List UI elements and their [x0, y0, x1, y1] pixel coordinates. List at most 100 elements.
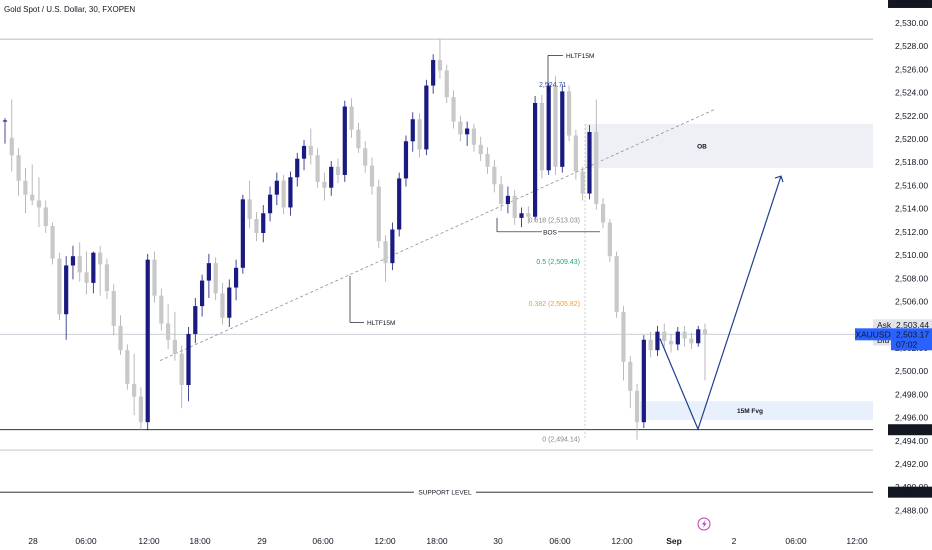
candle[interactable] [267, 186, 273, 222]
candle[interactable] [668, 333, 674, 353]
candle[interactable] [220, 282, 225, 325]
candle[interactable] [526, 206, 531, 224]
candle[interactable] [64, 256, 69, 340]
candle[interactable] [118, 315, 123, 355]
candle[interactable] [50, 222, 55, 265]
candle[interactable] [471, 123, 477, 152]
candle[interactable] [424, 79, 429, 156]
candle[interactable] [437, 39, 443, 79]
candle[interactable] [240, 194, 245, 274]
candle[interactable] [560, 84, 565, 173]
candle[interactable] [675, 327, 680, 351]
candle[interactable] [465, 121, 470, 146]
candle[interactable] [295, 152, 300, 187]
candle[interactable] [641, 335, 646, 428]
trendline[interactable] [159, 108, 717, 362]
projection-arrow[interactable] [659, 175, 782, 431]
candle[interactable] [329, 161, 334, 196]
candle[interactable] [2, 118, 8, 144]
candle[interactable] [104, 258, 110, 300]
candle[interactable] [342, 100, 347, 182]
candle[interactable] [553, 76, 558, 175]
candle[interactable] [621, 306, 626, 381]
candle[interactable] [702, 323, 708, 381]
candle[interactable] [98, 245, 103, 296]
candle[interactable] [519, 207, 524, 228]
candle[interactable] [301, 140, 307, 171]
candle[interactable] [594, 99, 599, 210]
candle[interactable] [383, 235, 388, 282]
candle[interactable] [403, 135, 409, 187]
candle[interactable] [546, 83, 551, 175]
candle[interactable] [390, 222, 395, 271]
candle[interactable] [315, 148, 320, 188]
candle[interactable] [607, 219, 612, 262]
candle[interactable] [179, 345, 184, 409]
candle[interactable] [512, 190, 517, 225]
candle[interactable] [281, 174, 286, 215]
price-axis-bg[interactable] [873, 0, 932, 550]
candle[interactable] [308, 128, 313, 165]
candle[interactable] [628, 356, 633, 409]
candle[interactable] [363, 141, 368, 173]
candle[interactable] [159, 288, 164, 331]
candle[interactable] [689, 332, 694, 350]
candle[interactable] [111, 284, 116, 336]
candle[interactable] [30, 164, 35, 206]
candle[interactable] [199, 274, 205, 317]
candle[interactable] [492, 159, 497, 193]
candle[interactable] [335, 158, 341, 184]
candle[interactable] [614, 251, 619, 318]
candle[interactable] [43, 200, 48, 233]
candle[interactable] [152, 251, 157, 303]
candle[interactable] [254, 212, 259, 242]
candle[interactable] [682, 325, 687, 347]
candle[interactable] [505, 186, 511, 214]
candle[interactable] [166, 303, 171, 350]
candle[interactable] [532, 96, 538, 222]
candle[interactable] [499, 176, 504, 211]
candle[interactable] [566, 85, 572, 142]
candle[interactable] [410, 112, 415, 152]
candle[interactable] [261, 205, 266, 243]
candle[interactable] [193, 297, 198, 344]
candle[interactable] [247, 180, 252, 229]
candle[interactable] [600, 198, 606, 229]
candle[interactable] [145, 253, 150, 431]
candle[interactable] [77, 242, 82, 282]
candle[interactable] [213, 257, 218, 301]
candle[interactable] [444, 64, 449, 103]
candle[interactable] [634, 383, 640, 440]
candle[interactable] [478, 136, 483, 162]
candle[interactable] [132, 353, 137, 416]
candle[interactable] [70, 245, 76, 280]
candle[interactable] [587, 125, 592, 200]
candle[interactable] [655, 325, 660, 357]
candle[interactable] [349, 98, 354, 138]
candle[interactable] [206, 253, 211, 298]
candle[interactable] [322, 172, 327, 201]
lightning-icon[interactable] [697, 517, 711, 531]
candle[interactable] [186, 327, 191, 402]
candle[interactable] [696, 325, 701, 347]
candle[interactable] [431, 54, 436, 94]
candle[interactable] [539, 94, 544, 179]
candle[interactable] [274, 172, 279, 206]
candle[interactable] [125, 344, 130, 390]
candle[interactable] [580, 166, 585, 201]
candle[interactable] [288, 171, 293, 216]
candle[interactable] [233, 259, 239, 301]
candle[interactable] [172, 311, 178, 361]
candle[interactable] [376, 179, 381, 249]
candle[interactable] [648, 331, 653, 358]
candle[interactable] [227, 279, 232, 327]
candle[interactable] [573, 129, 578, 180]
candle[interactable] [356, 122, 361, 153]
candle[interactable] [485, 147, 490, 174]
candle[interactable] [57, 252, 62, 321]
candle[interactable] [23, 167, 28, 214]
candle[interactable] [662, 323, 667, 350]
candle[interactable] [138, 387, 144, 431]
candle[interactable] [91, 251, 96, 294]
